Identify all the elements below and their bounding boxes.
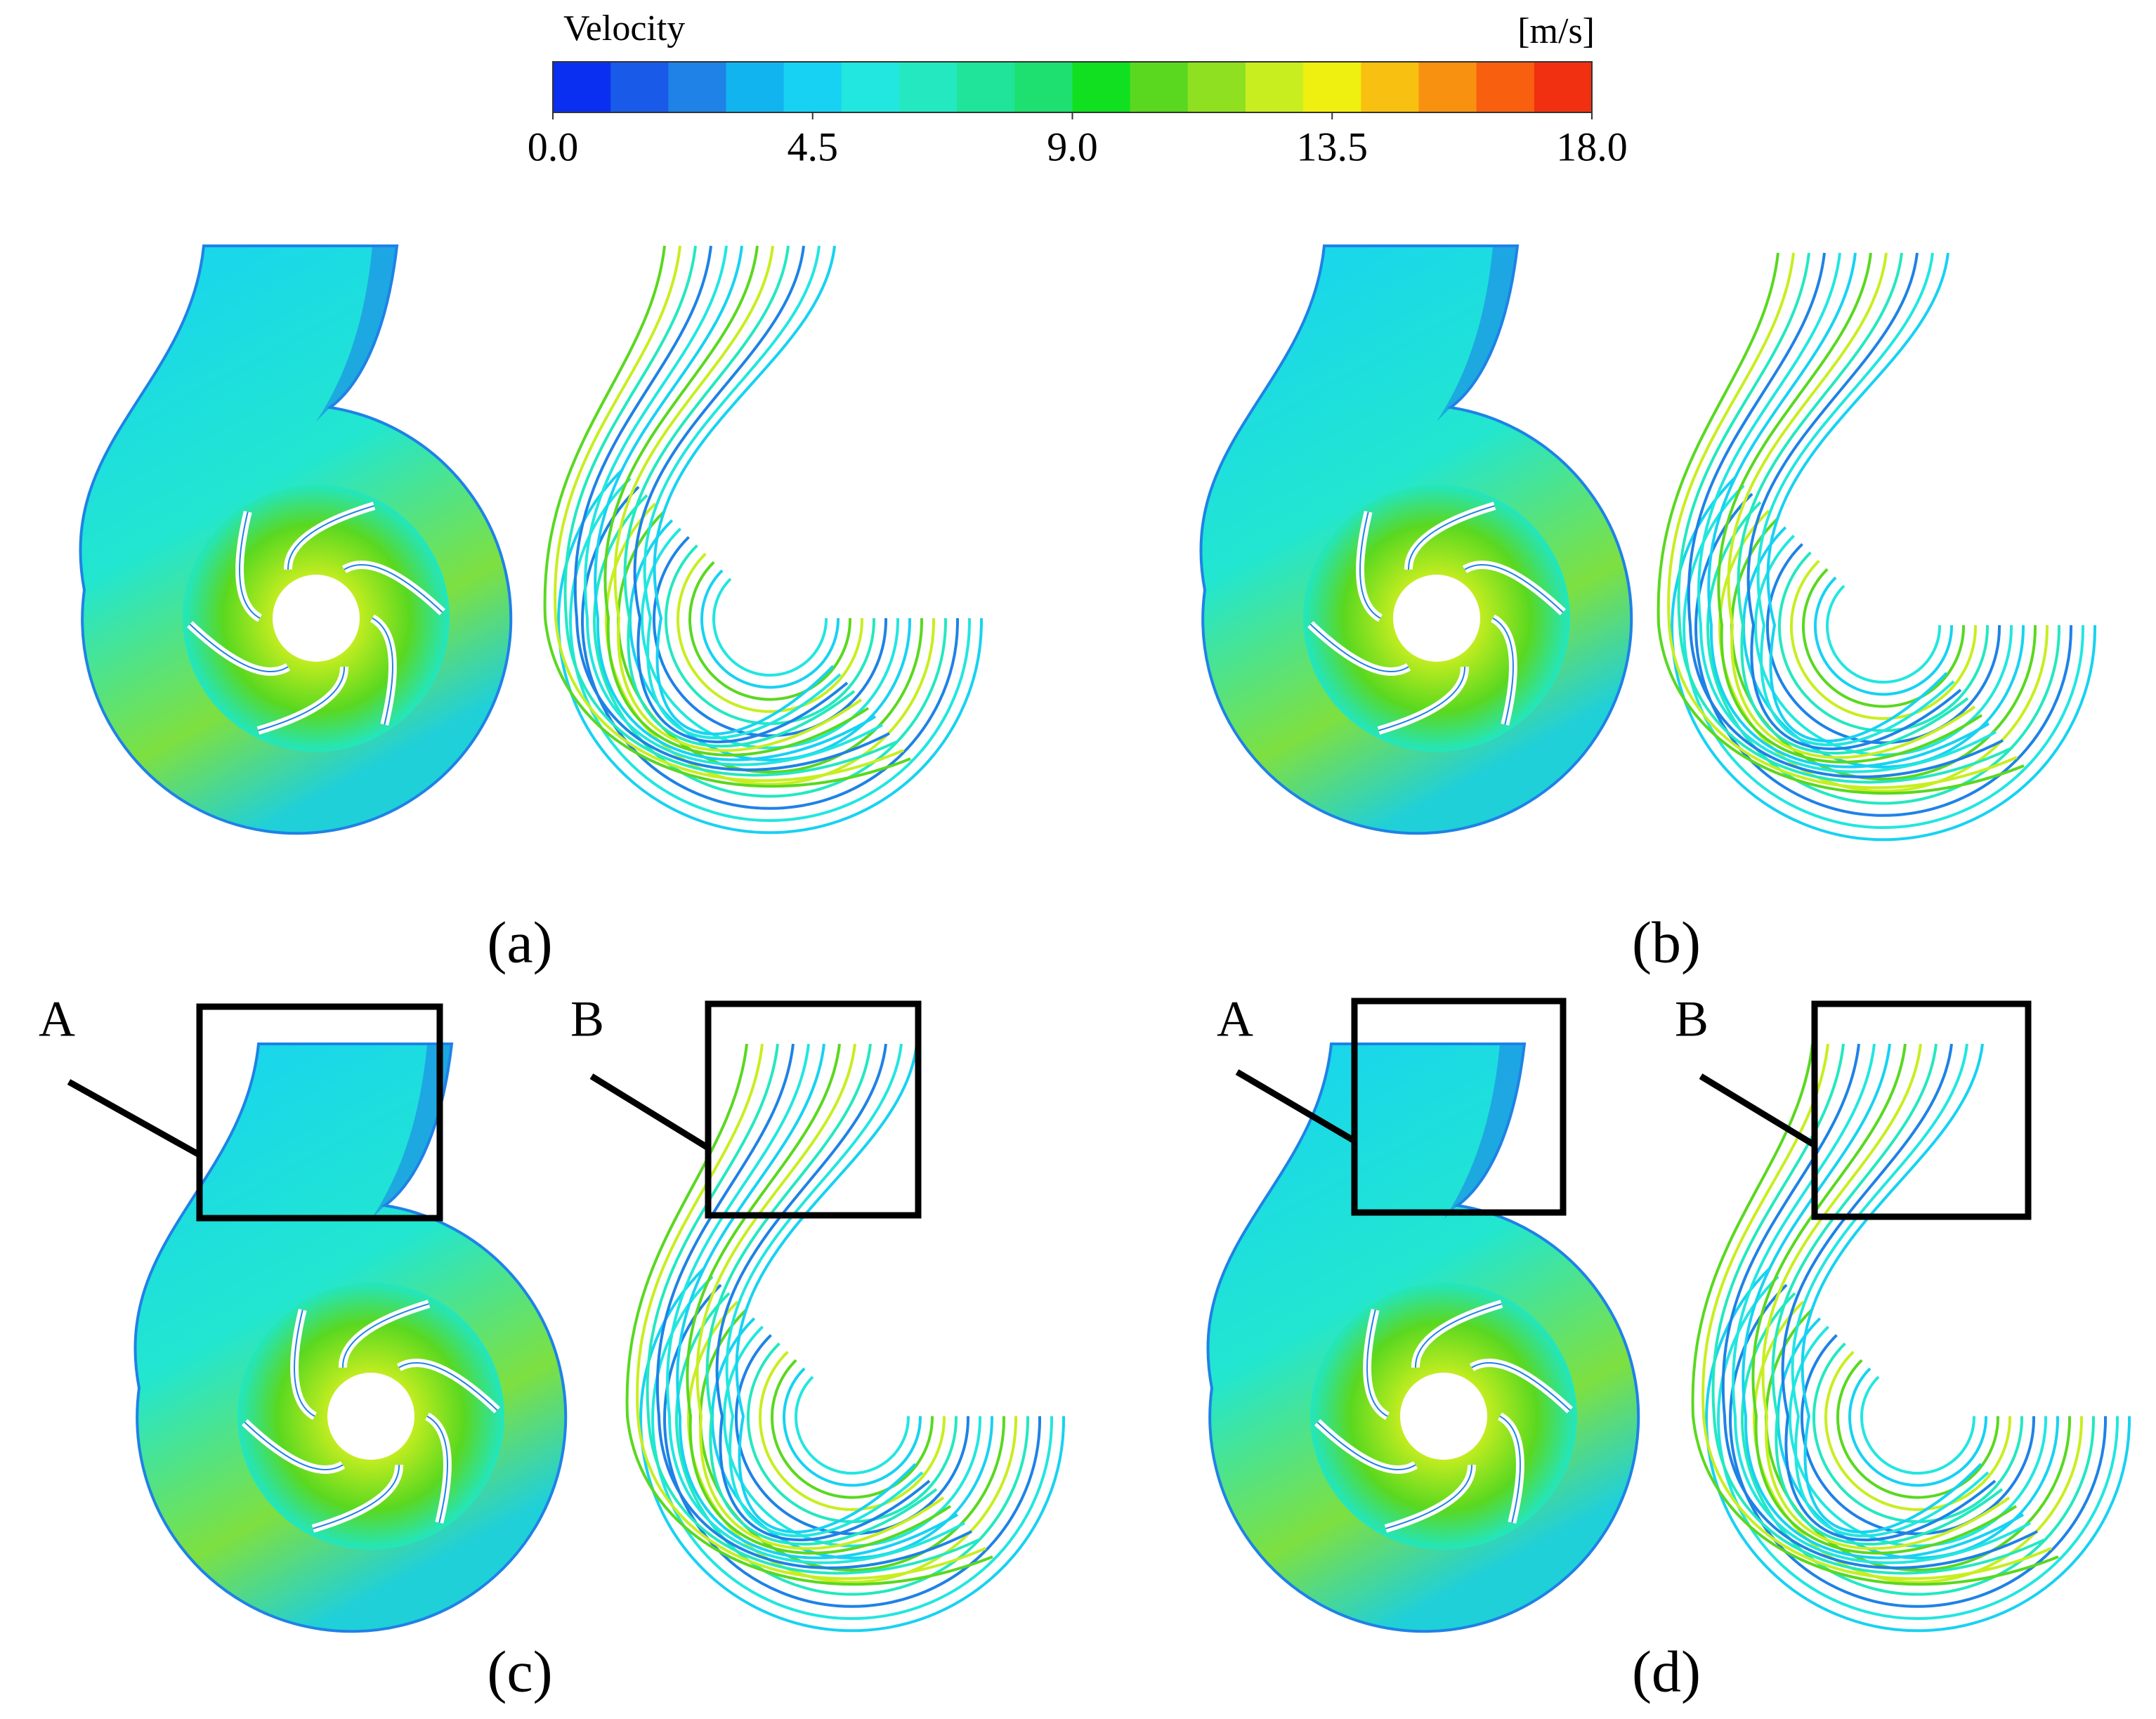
- colorbar-band: [1361, 62, 1419, 112]
- colorbar-band: [610, 62, 669, 112]
- streamline-plot: [1657, 251, 2097, 842]
- callout-box: [1811, 1000, 2032, 1220]
- panel-label: (b): [1632, 910, 1701, 975]
- colorbar-band: [1014, 62, 1073, 112]
- callout-label: B: [1675, 991, 1709, 1047]
- colorbar-tick-label: 9.0: [1047, 124, 1098, 169]
- colorbar-band: [899, 62, 958, 112]
- colorbar-band: [668, 62, 726, 112]
- colorbar-band: [1187, 62, 1246, 112]
- panel-label: (d): [1632, 1639, 1701, 1704]
- colorbar-band: [841, 62, 900, 112]
- colorbar-title: Velocity: [563, 8, 685, 48]
- panel-label: (a): [487, 910, 552, 975]
- callout-label: A: [1217, 991, 1253, 1047]
- callout-label: A: [39, 991, 75, 1047]
- colorbar: 0.0 4.5 9.0 13.5 18.0: [528, 61, 1628, 169]
- colorbar-tick-label: 13.5: [1297, 124, 1368, 169]
- colorbar-band: [1072, 62, 1131, 112]
- colorbar-unit: [m/s]: [1517, 11, 1595, 51]
- colorbar-tick-label: 4.5: [788, 124, 839, 169]
- colorbar-tick-label: 18.0: [1556, 124, 1628, 169]
- colorbar-band: [1130, 62, 1189, 112]
- colorbar-band: [1534, 62, 1593, 112]
- callout-box: [705, 1000, 922, 1219]
- callout-line: [67, 1079, 202, 1158]
- panel-label: (c): [487, 1639, 552, 1704]
- colorbar-band: [1476, 62, 1535, 112]
- velocity-contour: [80, 246, 511, 833]
- velocity-contour: [1201, 246, 1631, 833]
- callout-box: [196, 1003, 443, 1222]
- colorbar-band: [1303, 62, 1361, 112]
- callout-line: [1235, 1069, 1357, 1144]
- callout-line: [1699, 1073, 1817, 1148]
- callout-label: B: [570, 991, 604, 1047]
- panel-labels: (a) (b) (c) A B (d) A B: [39, 910, 2032, 1704]
- pump-images: [80, 244, 2131, 1633]
- streamline-plot: [1691, 1042, 2131, 1633]
- colorbar-band: [1418, 62, 1477, 112]
- callout-line: [589, 1073, 710, 1151]
- velocity-contour: [1208, 1044, 1638, 1631]
- colorbar-band: [783, 62, 842, 112]
- colorbar-band: [957, 62, 1015, 112]
- colorbar-band: [726, 62, 785, 112]
- colorbar-band: [1246, 62, 1304, 112]
- colorbar-tick-label: 0.0: [528, 124, 579, 169]
- callout-box: [1351, 998, 1567, 1216]
- streamline-plot: [543, 244, 984, 835]
- colorbar-band: [553, 62, 611, 112]
- streamline-plot: [625, 1042, 1066, 1633]
